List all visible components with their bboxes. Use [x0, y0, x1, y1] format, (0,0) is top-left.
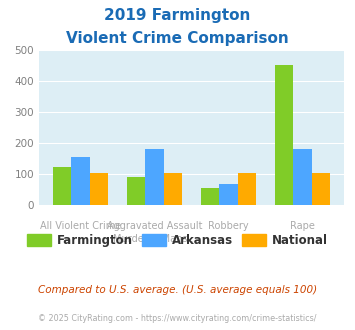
- Text: Compared to U.S. average. (U.S. average equals 100): Compared to U.S. average. (U.S. average …: [38, 285, 317, 295]
- Text: © 2025 CityRating.com - https://www.cityrating.com/crime-statistics/: © 2025 CityRating.com - https://www.city…: [38, 314, 317, 323]
- Bar: [53, 167, 71, 205]
- Text: Aggravated Assault: Aggravated Assault: [107, 221, 202, 231]
- Text: All Violent Crime: All Violent Crime: [40, 221, 121, 231]
- Bar: [90, 173, 108, 205]
- Bar: [164, 173, 182, 205]
- Text: 2019 Farmington: 2019 Farmington: [104, 8, 251, 23]
- Legend: Farmington, Arkansas, National: Farmington, Arkansas, National: [22, 229, 333, 251]
- Bar: [127, 177, 146, 205]
- Bar: [294, 149, 312, 205]
- Bar: [201, 188, 219, 205]
- Text: Murder & Mans...: Murder & Mans...: [113, 234, 196, 244]
- Bar: [146, 149, 164, 205]
- Text: Rape: Rape: [290, 221, 315, 231]
- Text: Violent Crime Comparison: Violent Crime Comparison: [66, 31, 289, 46]
- Bar: [238, 173, 256, 205]
- Bar: [312, 173, 331, 205]
- Bar: [275, 65, 294, 205]
- Text: Robbery: Robbery: [208, 221, 249, 231]
- Bar: [219, 184, 238, 205]
- Bar: [71, 156, 90, 205]
